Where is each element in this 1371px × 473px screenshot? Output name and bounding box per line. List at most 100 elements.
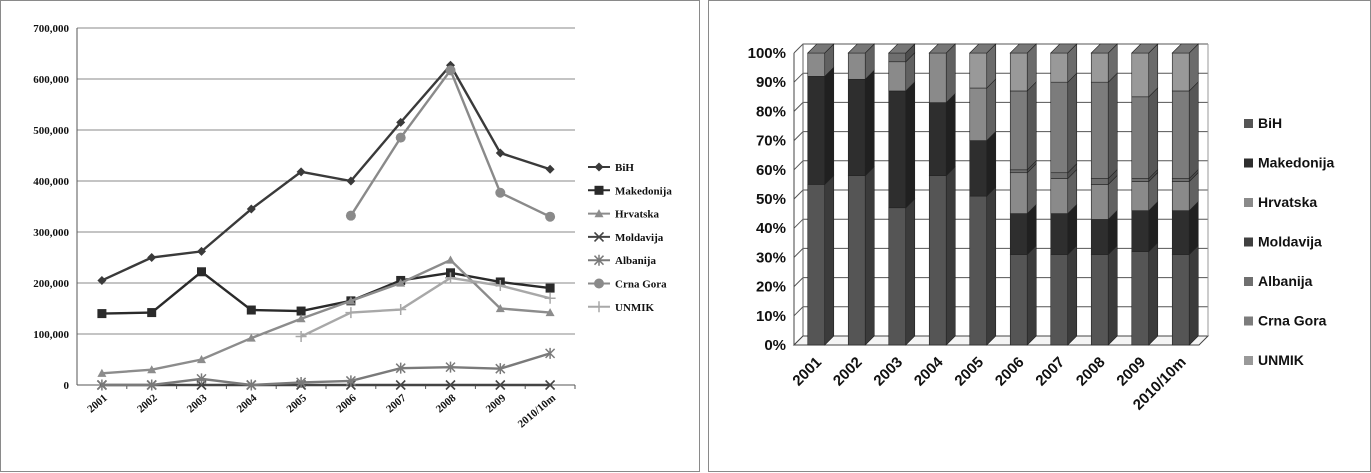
x-tick-label: 2001 [789,354,825,390]
y-tick-label: 90% [756,74,786,91]
data-point [146,379,157,391]
data-point [495,379,506,391]
bar-segment [928,52,947,103]
bar-segment [1009,172,1028,214]
bar-segment [1131,181,1150,211]
series-unmik [295,272,556,343]
x-tick-label: 2004 [235,392,260,416]
legend-label: Moldavija [1258,234,1322,250]
data-point [97,368,107,377]
legend-item-hrvatska: Hrvatska [1244,194,1317,210]
x-tick-label: 2008 [434,392,459,416]
y-tick-label: 100,000 [33,329,69,341]
x-tick-label: 2008 [1073,354,1109,390]
bar-segment [807,184,826,346]
bar-stack-2007 [1050,43,1078,346]
bar-segment-side [864,69,875,177]
data-point [545,379,556,391]
bar-segment-side [1148,241,1159,346]
legend-swatch [1244,119,1253,128]
bar-top [888,43,916,54]
bar-segment [1090,81,1109,179]
bar-segment [1131,251,1150,346]
bar-top [1009,43,1037,54]
legend-label: Makedonija [615,185,672,197]
bar-segment-side [1107,244,1118,346]
bar-stack-2001 [807,43,835,346]
legend-marker [594,209,604,218]
y-tick-label: 300,000 [33,227,69,239]
line-chart-panel: 0 100,000 200,000 300,000 400,000 500,000 600,… [0,0,700,472]
legend-item-bih: BiH [1244,115,1282,131]
bar-segment [1131,210,1150,252]
y-tick-label: 70% [756,133,786,150]
data-point [495,148,505,158]
bar-segment [1131,178,1150,182]
bar-segment [928,102,947,176]
legend-item-bih: BiH [588,162,634,174]
data-point [246,379,257,391]
bar-top [1171,43,1199,54]
legend-marker [593,301,605,313]
bar-segment [1050,254,1069,346]
bar-segment [1090,219,1109,255]
x-tick-label: 2003 [870,354,906,390]
bar-segment-side [1148,87,1159,180]
legend-label: Moldavija [615,232,664,244]
bar-segment [1090,52,1109,83]
bar-segment-side [945,165,956,346]
bar-segment [1171,181,1190,211]
bar-segment [969,52,988,89]
bar-segment [969,140,988,197]
bar-segment [969,87,988,141]
bar-top [1050,43,1078,54]
bar-segment [1171,254,1190,346]
bar-segment [1131,96,1150,179]
x-tick-label: 2007 [384,392,409,416]
data-point [346,296,356,305]
data-point [544,292,556,304]
bar-segment [1171,210,1190,255]
y-tick-label: 40% [756,220,786,237]
data-point [445,379,456,391]
legend-swatch [1244,237,1253,247]
data-point [346,176,356,186]
series-albanija [96,347,556,391]
data-point [445,65,456,76]
legend-marker [594,162,604,172]
data-point [395,132,406,143]
data-point [197,246,206,256]
x-tick-label: 2001 [85,392,110,415]
x-tick-label: 2004 [911,353,947,389]
x-tick-label: 2003 [185,392,210,416]
legend-item-makedonija: Makedonija [1244,155,1334,171]
bar-segment-side [824,174,835,346]
bar-segment-side [1188,81,1199,180]
bar-segment-side [1107,72,1118,180]
y-tick-label: 400,000 [33,176,69,188]
data-point [495,363,506,375]
y-tick-label: 30% [756,249,786,266]
data-point [97,275,107,285]
bar-segment [928,175,947,346]
bar-top [807,43,835,54]
data-point [396,278,406,287]
bar-segment [847,52,866,80]
data-point [446,255,455,264]
series-line-bih [101,63,551,282]
bar-segment [1090,178,1109,185]
data-point [246,333,256,342]
bar-segment [807,76,826,185]
data-point [445,272,456,284]
data-point [545,283,555,293]
legend-item-moldavija: Moldavija [588,231,664,244]
bar-segment [847,175,866,346]
y-tick-label: 0 [64,380,70,392]
data-point [494,280,506,292]
data-point [395,379,406,391]
bar-segment [1009,213,1028,255]
bar-segment [1009,254,1028,346]
bar-stack-2010-10m [1171,43,1199,346]
bar-segment [1131,52,1150,98]
legend-item-crna-gora: Crna Gora [1244,313,1327,329]
